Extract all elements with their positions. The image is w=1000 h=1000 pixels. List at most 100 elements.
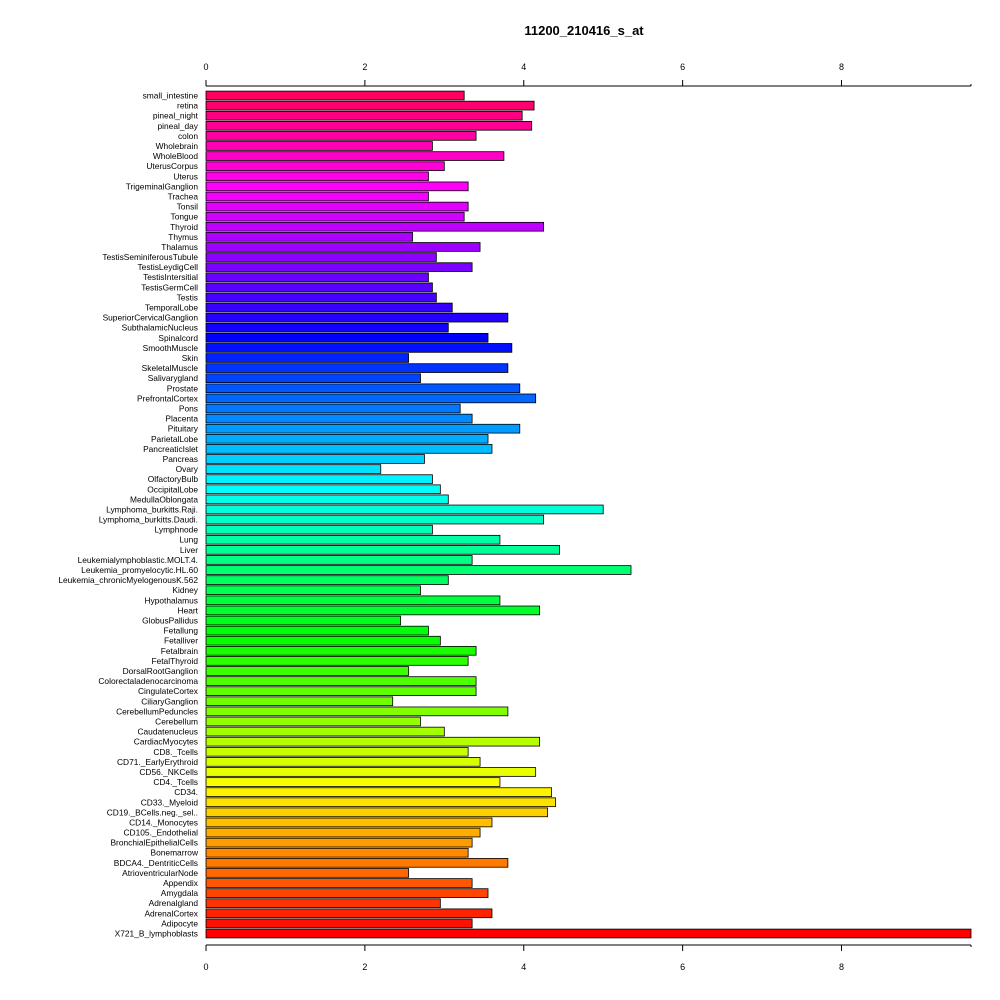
category-label: TestisSeminiferousTubule (102, 252, 198, 262)
bar-Pancreas (205, 454, 425, 464)
category-label: Thyroid (170, 222, 198, 232)
bar-WholeBlood (205, 151, 505, 161)
category-label: retina (177, 101, 198, 111)
category-label: CD34. (174, 787, 198, 797)
bar-colon (205, 131, 477, 141)
tick-label: 0 (203, 962, 208, 972)
bar-Lymphoma_burkitts.Daudi. (205, 514, 545, 525)
bar-Salivarygland (205, 373, 421, 383)
category-label: SuperiorCervicalGanglion (103, 313, 199, 323)
bar-pineal_night (205, 110, 523, 121)
bar-Adipocyte (205, 918, 473, 929)
bar-TestisSeminiferousTubule (205, 252, 437, 262)
bar-AtrioventricularNode (205, 868, 409, 878)
bar-Cerebellum (205, 716, 421, 727)
category-label: Pituitary (168, 424, 199, 434)
bar-SkeletalMuscle (205, 363, 509, 373)
bar-CardiacMyocytes (205, 736, 541, 747)
category-label: Trachea (168, 191, 199, 201)
category-label: AtrioventricularNode (122, 868, 198, 878)
category-label: Spinalcord (158, 333, 198, 343)
category-label: Uterus (173, 171, 198, 181)
bar-retina (205, 100, 535, 111)
bottom-axis: 0 2 4 6 8 (203, 944, 972, 972)
category-label: Hypothalamus (144, 595, 198, 605)
category-label: DorsalRootGanglion (123, 666, 199, 676)
category-label: Tonsil (177, 202, 199, 212)
bar-CD56._NKCells (205, 767, 537, 777)
category-label: PancreaticIslet (143, 444, 199, 454)
bar-X721_B_lymphoblasts (205, 928, 972, 939)
category-label: Tongue (171, 212, 199, 222)
tick-label: 8 (839, 962, 844, 972)
bar-Tonsil (205, 201, 469, 212)
category-label: Lymphoma_burkitts.Raji. (106, 504, 198, 514)
bar-Thyroid (205, 221, 545, 232)
category-label: AdrenalCortex (144, 908, 198, 918)
category-label: BDCA4._DentriticCells (114, 858, 198, 868)
tick-label: 8 (839, 62, 844, 72)
bar-GlobusPallidus (205, 615, 402, 626)
bar-Uterus (205, 171, 429, 182)
category-label: small_intestine (143, 91, 199, 101)
category-label: CD8._Tcells (153, 747, 198, 757)
category-labels-group: small_intestineretinapineal_nightpineal_… (58, 91, 199, 939)
category-label: CardiacMyocytes (134, 737, 198, 747)
bar-Adrenalgland (205, 898, 441, 909)
category-label: Wholebrain (156, 141, 199, 151)
bar-CD19._BCells.neg._sel.. (205, 807, 548, 818)
bar-Wholebrain (205, 141, 433, 151)
category-label: SkeletalMuscle (142, 363, 199, 373)
category-label: TestisLeydigCell (137, 262, 198, 272)
bar-Leukemia_promyelocytic.HL.60 (205, 565, 632, 575)
bar-Fetalliver (205, 635, 441, 646)
bar-ParietalLobe (205, 433, 489, 444)
category-label: CD19._BCells.neg._sel.. (107, 807, 198, 817)
category-label: Adrenalgland (149, 898, 199, 908)
bar-UterusCorpus (205, 161, 445, 171)
category-label: Leukemia_promyelocytic.HL.60 (81, 565, 198, 575)
bar-Tongue (205, 211, 465, 222)
category-label: Fetalbrain (161, 646, 199, 656)
bar-Thymus (205, 232, 413, 242)
bar-PancreaticIslet (205, 444, 493, 454)
bar-Kidney (205, 585, 421, 596)
category-label: TestisGermCell (141, 282, 198, 292)
category-label: TrigeminalGanglion (126, 181, 199, 191)
bar-CiliaryGanglion (205, 696, 394, 707)
bars-group (205, 90, 972, 939)
category-label: pineal_day (157, 121, 198, 131)
category-label: Colorectaladenocarcinoma (98, 676, 198, 686)
category-label: Pancreas (163, 454, 198, 464)
category-label: TemporalLobe (145, 303, 198, 313)
category-label: Caudatenucleus (137, 727, 198, 737)
category-label: BronchialEpithelialCells (110, 838, 198, 848)
tick-label: 6 (680, 962, 685, 972)
bar-Thalamus (205, 242, 481, 252)
tick-label: 4 (521, 962, 526, 972)
bar-Leukemialymphoblastic.MOLT.4. (205, 555, 473, 565)
category-label: Fetallung (164, 626, 199, 636)
bar-TemporalLobe (205, 302, 453, 313)
category-label: PrefrontalCortex (137, 393, 199, 403)
bar-OccipitalLobe (205, 484, 441, 495)
bar-Bonemarrow (205, 847, 469, 858)
category-label: MedullaOblongata (130, 494, 198, 504)
category-label: CiliaryGanglion (141, 696, 198, 706)
bar-MedullaOblongata (205, 494, 449, 505)
bar-CD71._EarlyErythroid (205, 757, 481, 767)
bar-Leukemia_chronicMyelogenousK.562 (205, 575, 449, 585)
category-label: OlfactoryBulb (148, 474, 199, 484)
category-label: Salivarygland (148, 373, 199, 383)
category-label: CD33._Myeloid (141, 797, 199, 807)
top-axis: 0 2 4 6 8 (203, 62, 972, 87)
category-label: Lymphnode (155, 525, 199, 535)
bar-Pons (205, 403, 461, 414)
tick-label: 4 (521, 62, 526, 72)
tick-label: 0 (203, 62, 208, 72)
bar-Testis (205, 292, 437, 303)
category-label: Amygdala (161, 888, 199, 898)
bar-Prostate (205, 383, 521, 394)
category-label: CerebellumPeduncles (116, 706, 198, 716)
